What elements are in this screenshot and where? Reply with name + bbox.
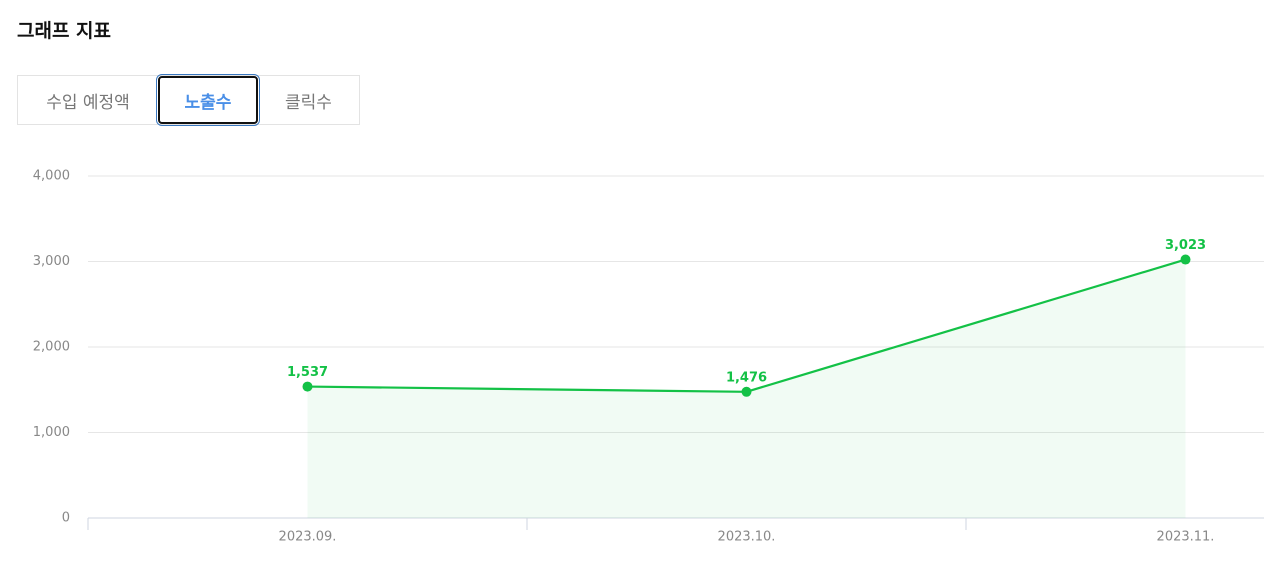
section-title: 그래프 지표 (17, 20, 112, 42)
y-tick-label: 1,000 (33, 425, 70, 440)
x-tick-label: 2023.11. (1157, 530, 1215, 545)
area (307, 259, 1186, 518)
point (302, 381, 313, 392)
tab[interactable]: 클릭수 (285, 92, 332, 113)
x-tick-label: 2023.10. (718, 530, 776, 545)
tab-bar: 수입 예정액 노출수 클릭수 (17, 74, 360, 126)
value-label: 1,537 (287, 365, 328, 380)
value-label: 3,023 (1165, 238, 1206, 253)
point (741, 386, 752, 397)
y-tick-label: 3,000 (33, 254, 70, 269)
point (1180, 254, 1191, 265)
tab-selected[interactable]: 노출수 (156, 74, 260, 126)
y-tick-label: 4,000 (33, 169, 70, 184)
y-tick-label: 0 (62, 511, 70, 526)
tab[interactable]: 수입 예정액 (46, 92, 130, 113)
value-label: 1,476 (726, 370, 767, 385)
x-tick-label: 2023.09. (279, 530, 337, 545)
y-tick-label: 2,000 (33, 340, 70, 355)
